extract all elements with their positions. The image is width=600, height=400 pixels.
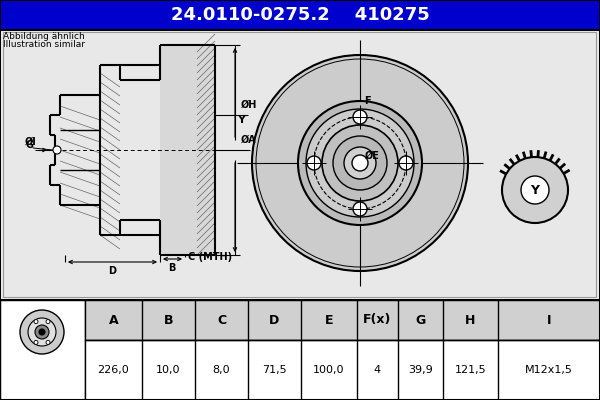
Text: 100,0: 100,0 <box>313 365 345 375</box>
Circle shape <box>28 318 56 346</box>
Circle shape <box>502 157 568 223</box>
Circle shape <box>46 340 50 344</box>
Bar <box>85 340 600 400</box>
Bar <box>2 32 598 298</box>
Circle shape <box>399 156 413 170</box>
Text: B: B <box>164 314 173 326</box>
Text: 24.0110-0275.2    410275: 24.0110-0275.2 410275 <box>170 6 430 24</box>
Bar <box>3 32 596 297</box>
Circle shape <box>34 320 38 324</box>
Circle shape <box>298 101 422 225</box>
Text: 4: 4 <box>374 365 381 375</box>
Text: 39,9: 39,9 <box>408 365 433 375</box>
Text: B: B <box>169 263 176 273</box>
Text: A: A <box>109 314 118 326</box>
Text: F(x): F(x) <box>364 314 392 326</box>
Text: Illustration similar: Illustration similar <box>3 40 85 49</box>
Text: D: D <box>269 314 280 326</box>
Circle shape <box>39 329 45 335</box>
Text: ØA: ØA <box>241 135 257 145</box>
Circle shape <box>306 109 414 217</box>
Text: G: G <box>25 140 33 150</box>
Circle shape <box>521 176 549 204</box>
Circle shape <box>353 110 367 124</box>
Bar <box>0 0 600 30</box>
Text: D: D <box>108 266 116 276</box>
Text: ØE: ØE <box>365 151 380 161</box>
Text: 71,5: 71,5 <box>262 365 287 375</box>
Circle shape <box>252 55 468 271</box>
Bar <box>160 45 215 255</box>
Text: F: F <box>364 96 371 106</box>
Text: E: E <box>325 314 333 326</box>
Text: 10,0: 10,0 <box>156 365 181 375</box>
Text: H: H <box>466 314 476 326</box>
Text: G: G <box>415 314 425 326</box>
Bar <box>85 300 600 340</box>
Circle shape <box>35 325 49 339</box>
Text: C: C <box>217 314 226 326</box>
Text: 121,5: 121,5 <box>455 365 487 375</box>
Text: ØI: ØI <box>25 137 37 147</box>
Text: Ate: Ate <box>349 201 401 229</box>
Text: 226,0: 226,0 <box>98 365 130 375</box>
Text: Abbildung ähnlich: Abbildung ähnlich <box>3 32 85 41</box>
Circle shape <box>20 310 64 354</box>
Text: Y: Y <box>530 184 539 196</box>
Text: ØH: ØH <box>241 100 257 110</box>
Text: Y: Y <box>237 115 245 125</box>
Circle shape <box>53 146 61 154</box>
Text: I: I <box>547 314 551 326</box>
Circle shape <box>46 320 50 324</box>
Text: M12x1,5: M12x1,5 <box>525 365 573 375</box>
Text: 8,0: 8,0 <box>212 365 230 375</box>
Circle shape <box>333 136 387 190</box>
Circle shape <box>344 147 376 179</box>
Circle shape <box>307 156 321 170</box>
Circle shape <box>322 125 398 201</box>
Bar <box>0 300 85 400</box>
Circle shape <box>353 202 367 216</box>
Circle shape <box>34 340 38 344</box>
Circle shape <box>352 155 368 171</box>
Text: C (MTH): C (MTH) <box>188 252 232 262</box>
